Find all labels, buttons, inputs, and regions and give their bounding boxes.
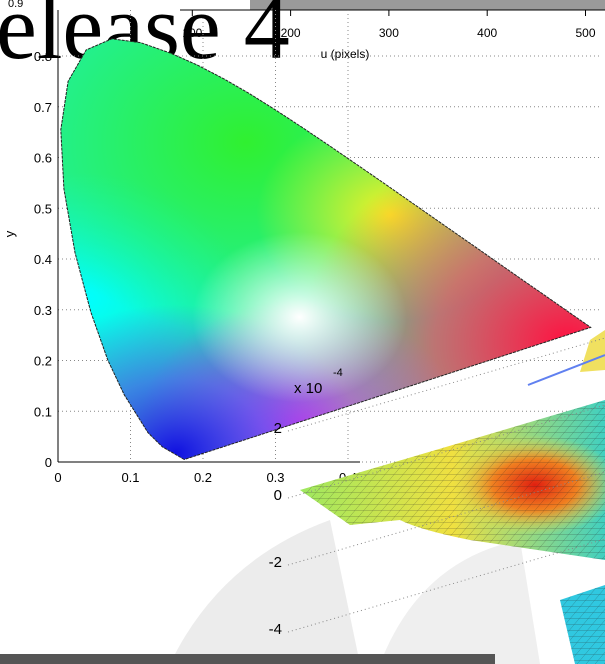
y-tick-label: 0.2 bbox=[34, 354, 52, 369]
y-tick-label: 0.3 bbox=[34, 303, 52, 318]
y-tick-label: 0.8 bbox=[34, 49, 52, 64]
tick-label: 100 bbox=[182, 26, 202, 40]
z-tick-label: -2 bbox=[269, 554, 282, 571]
tick-label: 400 bbox=[477, 26, 497, 40]
y-tick-label: 0.7 bbox=[34, 100, 52, 115]
y-axis-label: y bbox=[2, 230, 17, 237]
y-tick-label: 0 bbox=[45, 455, 52, 470]
cie-plot: 00.10.20.30.400.10.20.30.40.50.60.70.8 bbox=[34, 10, 600, 485]
tick-label: 500 bbox=[575, 26, 595, 40]
y-tick-label: 0.5 bbox=[34, 201, 52, 216]
partial-tick: 0.9 bbox=[8, 0, 23, 10]
x-tick-label: 0.3 bbox=[266, 470, 284, 485]
color-layer bbox=[58, 36, 595, 462]
y-tick-label: 0.1 bbox=[34, 404, 52, 419]
exponent: -4 bbox=[333, 367, 343, 379]
chromaticity-fill bbox=[58, 36, 595, 462]
x-tick-label: 0 bbox=[54, 470, 61, 485]
tick-label: 300 bbox=[379, 26, 399, 40]
z-tick-label: 0 bbox=[274, 487, 282, 504]
x-tick-label: 0.2 bbox=[194, 470, 212, 485]
exponent-base: x 10 bbox=[294, 380, 322, 397]
z-tick-label: 2 bbox=[274, 420, 282, 437]
top-axis-label: u (pixels) bbox=[321, 47, 370, 61]
z-tick-label: -4 bbox=[269, 621, 282, 638]
y-tick-label: 0.4 bbox=[34, 252, 52, 267]
tick-label: 200 bbox=[281, 26, 301, 40]
collage: elease 4 100200300400500 0.9 u (pixels) … bbox=[0, 0, 605, 664]
x-tick-label: 0.1 bbox=[121, 470, 139, 485]
y-tick-label: 0.6 bbox=[34, 151, 52, 166]
